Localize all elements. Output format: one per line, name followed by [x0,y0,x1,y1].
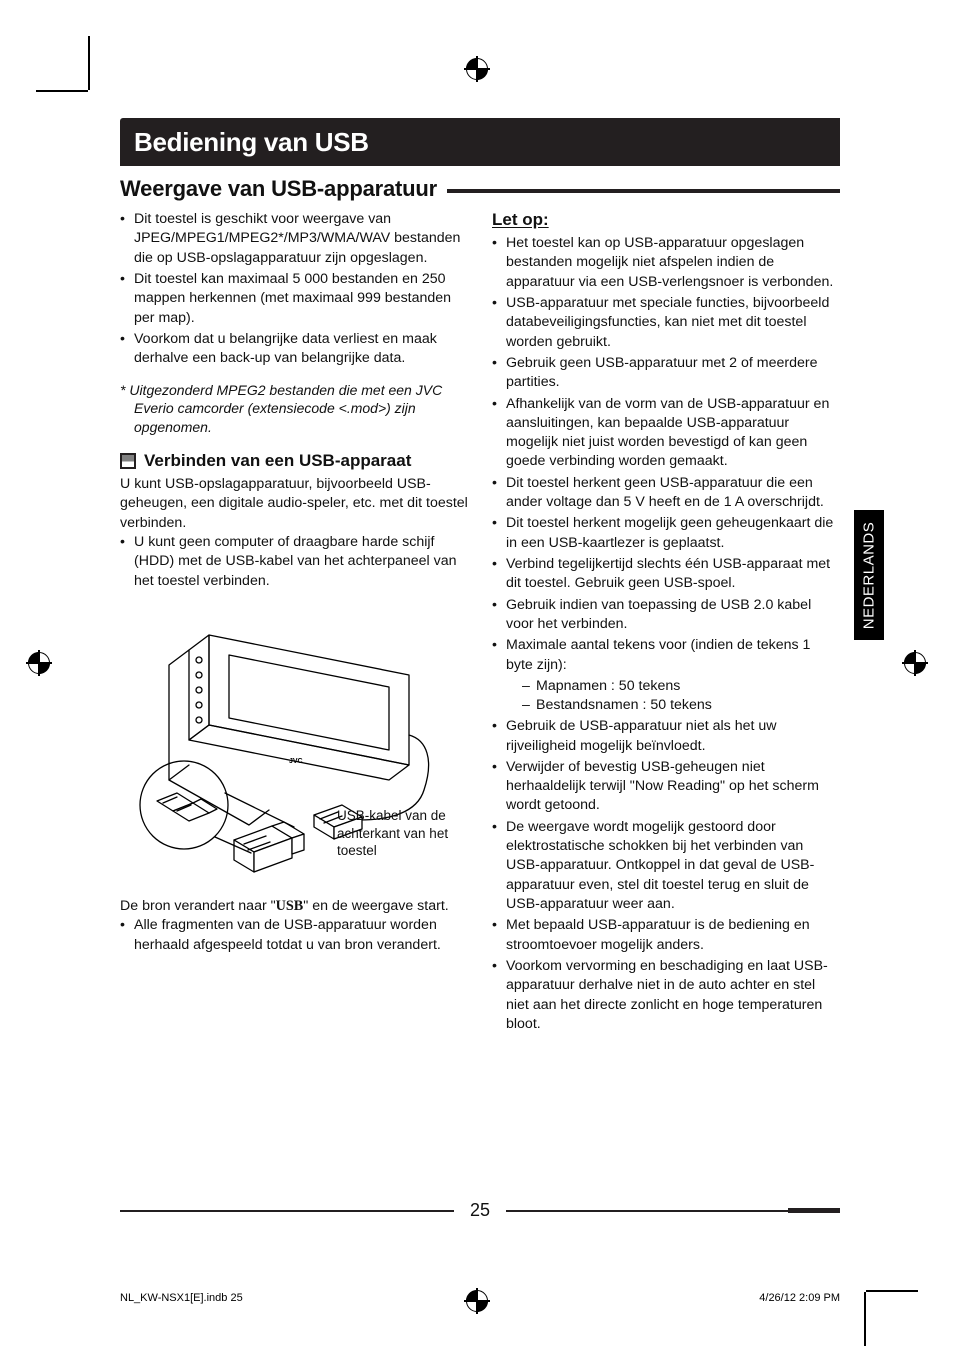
list-item: Met bepaald USB-apparatuur is de bedieni… [492,916,840,955]
crop-mark [866,1290,918,1292]
list-item: Voorkom vervorming en beschadiging en la… [492,957,840,1034]
subsection-title: Verbinden van een USB-apparaat [144,451,411,471]
language-tab: NEDERLANDS [854,510,884,640]
caution-bullets: Het toestel kan op USB-apparatuur opgesl… [492,234,840,1034]
language-tab-label: NEDERLANDS [861,521,878,629]
page-rule [506,1210,840,1212]
subsection-heading: Verbinden van een USB-apparaat [120,451,468,471]
list-item: Gebruik geen USB-apparatuur met 2 of mee… [492,354,840,393]
char-limit-sublist: Mapnamen : 50 tekens Bestandsnamen : 50 … [506,677,840,715]
list-item: Maximale aantal tekens voor (indien de t… [492,636,840,715]
list-item: Dit toestel herkent mogelijk geen geheug… [492,514,840,553]
list-item: De weergave wordt mogelijk gestoord door… [492,818,840,915]
list-item: Afhankelijk van de vorm van de USB-appar… [492,395,840,472]
list-item: Gebruik indien van toepassing de USB 2.0… [492,596,840,635]
footer-filename: NL_KW-NSX1[E].indb 25 [120,1292,243,1304]
list-item: Het toestel kan op USB-apparatuur opgesl… [492,234,840,292]
page-number-row: 25 [120,1200,840,1221]
list-item: Verwijder of bevestig USB-geheugen niet … [492,758,840,816]
left-column: Dit toestel is geschikt voor weergave va… [120,210,468,1036]
section-title-row: Weergave van USB-apparatuur [120,176,840,202]
list-item: Gebruik de USB-apparatuur niet als het u… [492,717,840,756]
list-item: Verbind tegelijkertijd slechts één USB-a… [492,555,840,594]
list-item: Dit toestel is geschikt voor weergave va… [120,210,468,268]
intro-bullets: Dit toestel is geschikt voor weergave va… [120,210,468,369]
figure-caption: USB-kabel van de achterkant van het toes… [337,807,457,860]
list-item: Voorkom dat u belangrijke data verliest … [120,330,468,369]
chapter-title-bar: Bediening van USB [120,118,840,166]
right-column: Let op: Het toestel kan op USB-apparatuu… [492,210,840,1036]
paragraph: De bron verandert naar "USB" en de weerg… [120,897,468,916]
footnote: * Uitgezonderd MPEG2 bestanden die met e… [120,381,468,438]
paragraph: U kunt USB-opslagapparatuur, bijvoorbeel… [120,475,468,533]
registration-mark-icon [464,56,490,82]
playback-bullets: Alle fragmenten van de USB-apparatuur wo… [120,916,468,955]
list-item: Alle fragmenten van de USB-apparatuur wo… [120,916,468,955]
page-rule [120,1210,454,1212]
list-item: Bestandsnamen : 50 tekens [522,696,840,715]
list-item: USB-apparatuur met speciale functies, bi… [492,294,840,352]
list-item: U kunt geen computer of draagbare harde … [120,533,468,591]
caution-heading: Let op: [492,210,840,230]
list-item: Dit toestel kan maximaal 5 000 bestanden… [120,270,468,328]
page-number: 25 [470,1200,490,1221]
connect-bullets: U kunt geen computer of draagbare harde … [120,533,468,591]
crop-mark [864,1292,866,1346]
usb-connection-figure: JVC [120,605,468,885]
print-footer: NL_KW-NSX1[E].indb 25 4/26/12 2:09 PM [120,1292,840,1304]
footer-timestamp: 4/26/12 2:09 PM [759,1292,840,1304]
registration-mark-icon [902,650,928,676]
chapter-title: Bediening van USB [134,127,369,158]
section-rule [447,189,840,193]
device-illustration: JVC [139,605,449,885]
svg-text:JVC: JVC [289,758,303,765]
list-item: Mapnamen : 50 tekens [522,677,840,696]
heading-box-icon [120,453,136,469]
crop-mark [88,36,90,90]
registration-mark-icon [26,650,52,676]
usb-source-label: USB [276,898,304,914]
section-title: Weergave van USB-apparatuur [120,176,437,202]
list-item: Dit toestel herkent geen USB-apparatuur … [492,474,840,513]
crop-mark [36,90,88,92]
